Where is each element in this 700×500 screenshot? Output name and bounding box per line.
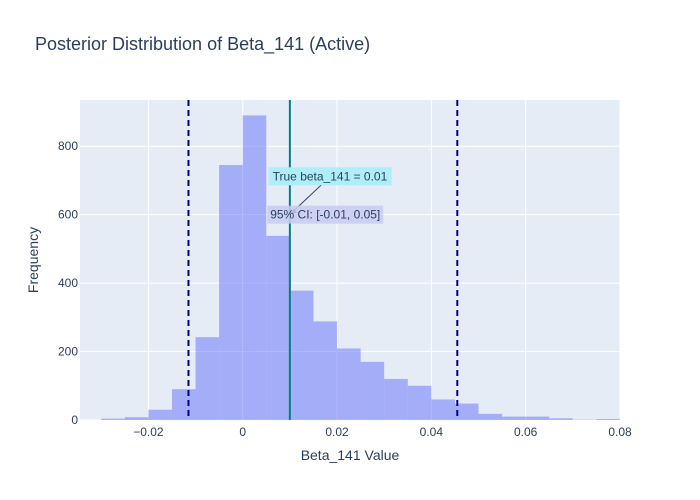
histogram-bar: [148, 409, 172, 420]
histogram-bar: [337, 348, 361, 420]
histogram-bar: [101, 418, 125, 420]
y-tick-label: 0: [71, 413, 78, 427]
histogram-bar: [289, 290, 314, 420]
x-tick-label: 0.06: [514, 425, 538, 439]
y-axis-title: Frequency: [25, 227, 41, 293]
x-tick-label: 0.02: [325, 425, 349, 439]
histogram-bar: [384, 378, 408, 420]
histogram-bars: [101, 115, 620, 421]
histogram-bar: [313, 321, 338, 420]
histogram-bar: [525, 416, 550, 420]
histogram-bar: [124, 417, 149, 420]
annotation-true-label: True beta_141 = 0.01: [273, 169, 388, 183]
annotation-ci-bg: [267, 205, 384, 224]
histogram-bar: [549, 418, 573, 420]
histogram-bar: [219, 165, 243, 420]
histogram-bar: [266, 235, 290, 420]
histogram-bar: [596, 418, 620, 420]
histogram-bar: [502, 416, 526, 420]
y-tick-label: 400: [58, 276, 78, 290]
histogram-bar: [454, 403, 479, 420]
histogram-bar: [407, 385, 432, 420]
tick-labels: −0.02 0 0.02 0.04 0.06 0.08 0 200 400 600 800: [58, 139, 632, 439]
x-tick-label: −0.02: [133, 425, 164, 439]
x-tick-label: 0.08: [608, 425, 632, 439]
reference-lines: [187, 100, 459, 420]
annotation-true-bg: [268, 167, 392, 186]
annotation-ci-label: 95% CI: [-0.01, 0.05]: [270, 208, 380, 222]
histogram-bar: [360, 361, 385, 420]
y-tick-label: 200: [58, 345, 78, 359]
histogram-bar: [171, 389, 196, 420]
annotations: True beta_141 = 0.01 95% CI: [-0.01, 0.05…: [267, 167, 392, 224]
x-axis-title: Beta_141 Value: [301, 447, 400, 463]
x-tick-label: 0.04: [420, 425, 444, 439]
y-tick-label: 800: [58, 139, 78, 153]
x-tick-label: 0: [239, 425, 246, 439]
histogram-bar: [195, 337, 220, 420]
histogram-bar: [242, 115, 267, 421]
chart-title: Posterior Distribution of Beta_141 (Acti…: [35, 34, 370, 55]
y-tick-label: 600: [58, 208, 78, 222]
histogram-bar: [431, 399, 455, 420]
histogram-bar: [478, 413, 503, 420]
